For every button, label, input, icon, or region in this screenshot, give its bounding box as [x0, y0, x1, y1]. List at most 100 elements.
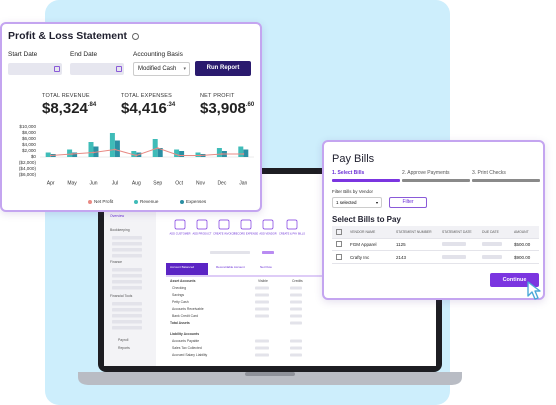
amount: $900.00: [514, 254, 531, 260]
filter-button[interactable]: Filter: [389, 197, 427, 208]
table-row: FGM Apparel 1125 $500.00: [332, 238, 539, 251]
field-label: End Date: [70, 51, 98, 58]
select-value: 1 selected: [336, 200, 357, 205]
due-date: [482, 242, 514, 246]
info-icon[interactable]: [132, 33, 139, 40]
legend-label: Net Profit: [94, 199, 114, 204]
line-point: [242, 153, 245, 155]
placeholder: [290, 307, 302, 311]
bar: [88, 142, 94, 157]
account-name: Sales Tax Collected: [172, 346, 202, 350]
x-tick-label: Jan: [239, 180, 247, 186]
placeholder: [255, 339, 269, 343]
filter-label: Filter Bills by Vendor: [332, 189, 374, 194]
run-report-button[interactable]: Run Report: [195, 61, 251, 76]
line-point: [178, 154, 181, 157]
sidebar-item: Reports: [118, 346, 130, 350]
end-date-input[interactable]: [70, 63, 124, 75]
step-bar: [332, 179, 400, 182]
stat-label: TOTAL REVENUE: [42, 93, 90, 99]
step-label: 2. Approve Payments: [402, 170, 450, 176]
step: 2. Approve Payments: [402, 170, 470, 182]
placeholder: [442, 242, 466, 246]
row-checkbox: [336, 254, 342, 260]
bar: [72, 152, 78, 157]
placeholder: [112, 314, 142, 318]
section-title: Select Bills to Pay: [332, 215, 401, 224]
placeholder: [482, 255, 502, 259]
placeholder: [290, 353, 302, 357]
step: 1. Select Bills: [332, 170, 400, 182]
action-icon: [196, 219, 208, 230]
bar: [131, 151, 137, 157]
action-icon: [218, 219, 230, 230]
action-label: ADD PRODUCT: [192, 232, 211, 236]
card-title: Profit & Loss Statement: [8, 30, 128, 42]
placeholder: [112, 248, 142, 252]
placeholder: [290, 339, 302, 343]
placeholder: [290, 293, 302, 297]
bar: [67, 149, 73, 157]
x-tick-label: Jul: [112, 180, 118, 186]
column-header: AMOUNT: [514, 230, 529, 234]
tab: Account Balanced: [170, 265, 195, 269]
stat-value: $3,908.60: [200, 100, 254, 117]
stat-cents: .84: [87, 102, 97, 108]
start-date-input[interactable]: [8, 63, 62, 75]
account-name: Accounts Receivable: [172, 307, 204, 311]
bar: [152, 139, 158, 157]
placeholder: [255, 307, 269, 311]
pay-bills-card: Pay Bills 1. Select Bills 2. Approve Paym…: [322, 140, 545, 300]
placeholder: [255, 346, 269, 350]
header-checkbox: [336, 229, 342, 235]
stat-label: TOTAL EXPENSES: [121, 93, 172, 99]
line-point: [71, 153, 73, 155]
vendor-select[interactable]: 1 selected ▾: [332, 197, 382, 208]
column-header: Credits: [292, 279, 303, 283]
stat-value: $4,416.34: [121, 100, 175, 117]
placeholder: [112, 254, 142, 258]
basis-select[interactable]: Modified Cash ▾: [133, 62, 190, 76]
bar: [195, 152, 201, 157]
select-value: Modified Cash: [138, 66, 177, 72]
x-tick-label: Sep: [153, 180, 162, 186]
action-icon: [174, 219, 186, 230]
placeholder: [112, 236, 142, 240]
chart: $10,000$8,000$6,000$4,000$2,000$0($2,000…: [19, 124, 254, 204]
line-point: [156, 147, 159, 149]
laptop-notch: [245, 372, 295, 376]
step-bar: [472, 179, 540, 182]
legend-label: Expenses: [186, 199, 207, 204]
line-point: [135, 154, 138, 157]
stat-cents: .34: [166, 102, 176, 108]
amount: $500.00: [514, 241, 531, 247]
account-name: Checking: [172, 286, 186, 290]
bar: [179, 151, 185, 157]
bar: [157, 148, 163, 157]
placeholder: [112, 320, 142, 324]
action-label: CREATE INVOICE: [213, 232, 235, 236]
action-icon: [240, 219, 252, 230]
line-point: [92, 151, 95, 154]
action-label: ADD CUSTOMER: [170, 232, 191, 236]
placeholder: [290, 300, 302, 304]
continue-button[interactable]: Continue: [490, 273, 539, 287]
statement-number: 2143: [396, 254, 407, 260]
tab: Reconcilable Account: [216, 265, 245, 269]
statement-date: [442, 242, 482, 246]
bar: [45, 152, 51, 157]
row-checkbox: [336, 241, 342, 247]
table-title: Asset Accounts: [170, 279, 196, 283]
x-tick-label: Apr: [47, 180, 55, 186]
table-header: VENDOR NAME STATEMENT NUMBER STATEMENT DAT…: [332, 226, 539, 239]
sidebar-item: Financial Tools: [110, 294, 133, 298]
y-tick-label: ($2,000): [19, 160, 37, 165]
card-title: Pay Bills: [332, 153, 375, 165]
line-point: [199, 154, 202, 157]
placeholder: [290, 321, 302, 325]
sidebar-item: Bookkeeping: [110, 228, 130, 232]
x-tick-label: Aug: [132, 180, 141, 186]
action-label: ADD VENDOR: [259, 232, 276, 236]
placeholder: [290, 346, 302, 350]
legend-label: Revenue: [140, 199, 159, 204]
